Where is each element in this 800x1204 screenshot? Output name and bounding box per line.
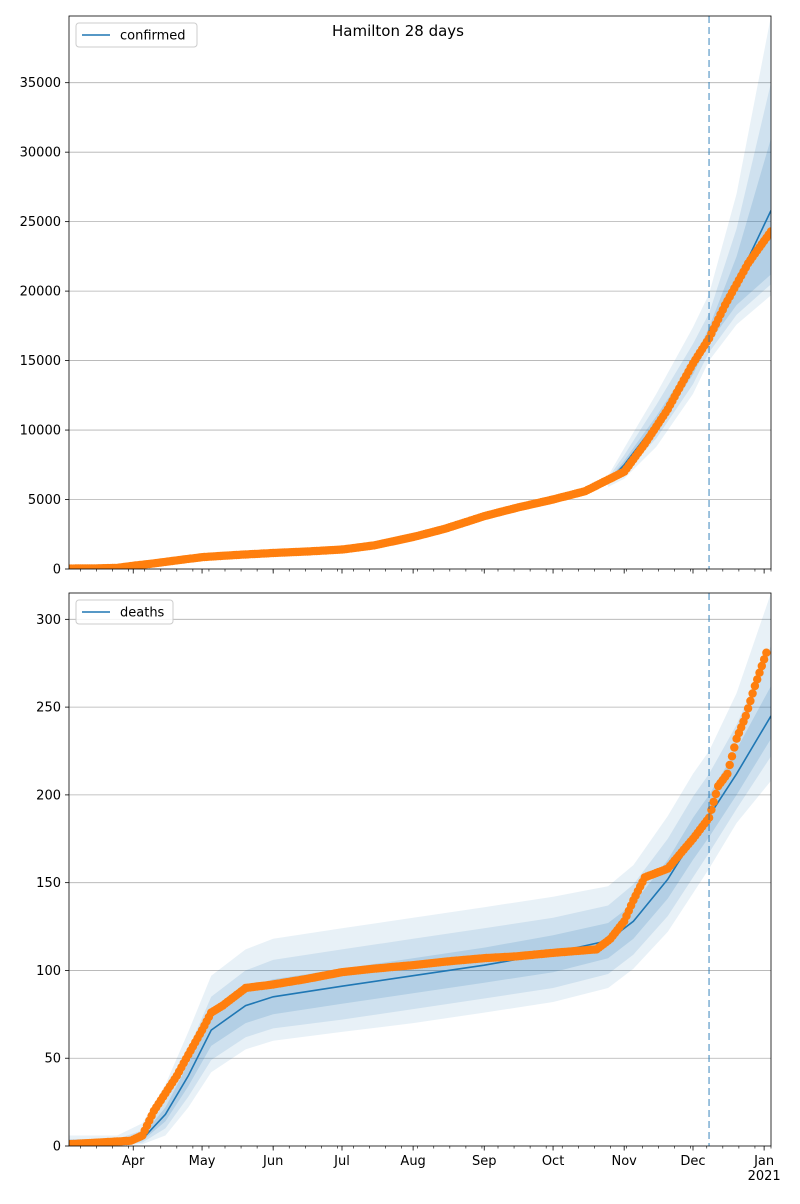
y-tick-label: 250 [36,701,61,716]
observed-point [741,711,750,721]
observed-point [746,696,755,706]
y-tick-label: 50 [44,1052,61,1067]
uncertainty-band [608,16,771,487]
x-tick-label: Apr [122,1154,145,1169]
y-tick-label: 0 [53,563,61,578]
observed-point [753,675,762,684]
chart-title: Hamilton 28 days [332,22,464,40]
y-tick-label: 30000 [20,146,61,161]
observed-point [757,661,766,671]
observed-point [709,797,718,807]
y-tick-label: 100 [36,964,61,979]
x-tick-label: Aug [400,1154,425,1169]
x-tick-label: Dec [680,1154,705,1169]
legend-label: confirmed [120,29,186,44]
x-tick-label: Oct [542,1154,564,1169]
x-tick-label: Jul [333,1154,350,1169]
legend-box [75,22,198,48]
deaths-panel: 0 50 100 150 200 250 300 Apr May Jun Jul Aug Sep Oct N… [36,592,781,1184]
observed-point [748,689,757,698]
y-tick-label: 10000 [20,424,61,439]
observed-point [730,743,739,752]
observed-point [755,668,764,677]
legend: confirmed [75,22,198,48]
x-year-label: 2021 [748,1169,781,1184]
axes-frame [68,15,772,570]
y-tick-label: 200 [36,788,61,803]
legend-box [75,599,174,625]
y-tick-label: 300 [36,613,61,628]
uncertainty-band [69,593,771,1146]
x-tick-label: Jan [753,1154,774,1169]
y-tick-label: 150 [36,876,61,891]
axes-frame [68,592,772,1147]
observed-point [723,769,732,778]
x-tick-label: Jun [262,1154,283,1169]
uncertainty-band [69,645,771,1146]
confirmed-panel: 0 5000 10000 15000 20000 25000 30000 35000 confi… [20,15,772,578]
observed-point [759,655,769,664]
observed-point [750,681,760,691]
legend: deaths [75,599,174,625]
observed-point [766,227,771,236]
x-tick-label: Sep [472,1154,497,1169]
observed-point [727,752,737,761]
observed-point [711,789,721,799]
x-tick-label: Nov [611,1154,637,1169]
observed-point [743,704,753,713]
legend-label: deaths [120,606,165,621]
plot-area [69,16,771,569]
y-tick-label: 5000 [28,493,61,508]
observed-point [762,648,771,657]
x-tick-label: May [189,1154,216,1169]
y-tick-label: 35000 [20,76,61,91]
y-tick-label: 25000 [20,215,61,230]
y-tick-label: 15000 [20,354,61,369]
y-tick-label: 0 [53,1140,61,1155]
observed-point [725,760,734,770]
plot-area [69,593,771,1146]
y-tick-label: 20000 [20,285,61,300]
